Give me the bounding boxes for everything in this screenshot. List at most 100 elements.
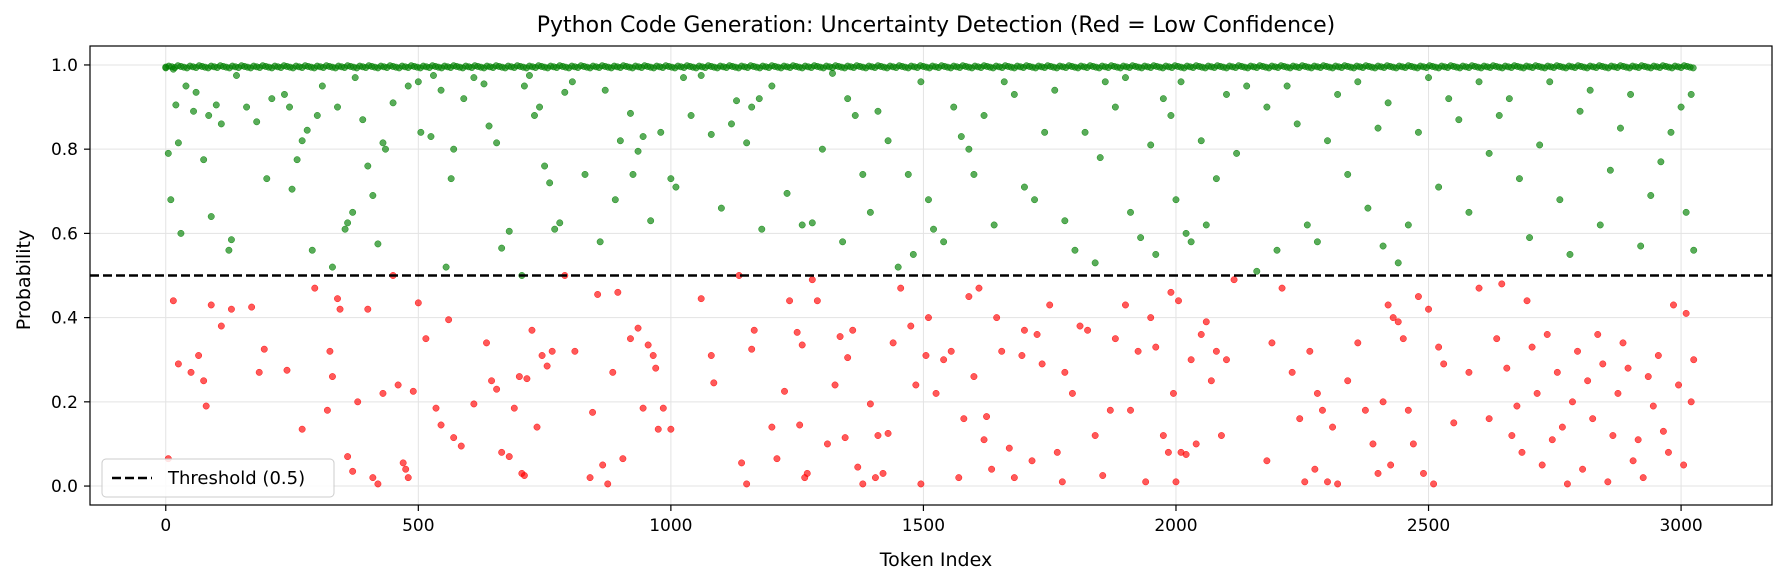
data-point: [311, 284, 319, 292]
data-point: [1586, 86, 1594, 94]
data-point: [505, 227, 513, 235]
data-point: [344, 219, 352, 227]
data-point: [1197, 331, 1205, 338]
data-point: [1175, 297, 1182, 305]
data-point: [268, 95, 276, 103]
data-point: [1324, 478, 1331, 486]
data-point: [1637, 242, 1645, 250]
data-point: [1233, 149, 1241, 157]
data-point: [437, 421, 445, 429]
data-point: [485, 122, 493, 130]
data-point: [1159, 95, 1167, 103]
data-point: [1212, 347, 1220, 355]
data-point: [1404, 221, 1412, 229]
data-point: [808, 219, 816, 227]
data-point: [1538, 461, 1546, 469]
data-point: [1268, 339, 1276, 347]
data-point: [248, 303, 256, 311]
data-point: [750, 326, 758, 334]
data-point: [182, 82, 190, 90]
data-point: [1041, 128, 1049, 136]
data-point: [1172, 196, 1180, 204]
data-point: [1172, 478, 1180, 486]
data-point: [1409, 440, 1417, 448]
data-point: [288, 185, 296, 193]
data-point: [932, 389, 940, 397]
data-point: [283, 366, 291, 374]
x-tick-label: 3000: [1659, 516, 1702, 536]
data-point: [1374, 469, 1382, 477]
data-point: [528, 326, 536, 334]
data-point: [1164, 448, 1172, 456]
data-point: [286, 103, 293, 111]
data-point: [1589, 415, 1597, 423]
data-point: [505, 453, 513, 461]
data-point: [1543, 331, 1551, 338]
data-point: [659, 404, 667, 412]
data-point: [614, 288, 622, 296]
data-point: [190, 107, 197, 115]
data-point: [604, 480, 612, 488]
legend: Threshold (0.5): [101, 458, 335, 498]
data-point: [561, 88, 569, 96]
data-point: [1675, 381, 1683, 389]
data-point: [313, 112, 321, 119]
data-point: [1503, 364, 1511, 372]
data-point: [1361, 406, 1369, 414]
data-point: [1689, 64, 1697, 72]
data-point: [1010, 90, 1018, 98]
data-point: [1207, 377, 1215, 385]
data-point: [1425, 305, 1432, 313]
data-point: [707, 352, 715, 359]
data-point: [1122, 301, 1129, 309]
data-point: [1435, 183, 1443, 191]
data-point: [460, 95, 468, 103]
data-point: [169, 65, 177, 73]
y-tick-label: 0.6: [51, 224, 78, 244]
data-point: [409, 387, 417, 395]
data-point: [841, 434, 849, 442]
data-point: [1202, 318, 1210, 326]
data-point: [402, 465, 410, 473]
data-point: [1159, 432, 1167, 439]
data-point: [1384, 301, 1392, 309]
data-point: [1313, 389, 1321, 397]
data-point: [654, 425, 662, 433]
data-point: [1465, 208, 1473, 216]
data-point: [1596, 221, 1604, 229]
data-point: [1485, 415, 1493, 423]
data-point: [1334, 90, 1342, 98]
data-point: [940, 356, 948, 364]
data-point: [207, 301, 215, 309]
data-point: [349, 208, 357, 216]
data-point: [1058, 478, 1066, 486]
data-point: [1430, 480, 1438, 488]
data-point: [1493, 335, 1501, 343]
data-point: [611, 196, 619, 204]
data-point: [1000, 78, 1008, 86]
data-point: [1296, 415, 1304, 423]
data-point: [1182, 451, 1190, 458]
data-point: [253, 118, 261, 126]
data-point: [909, 250, 917, 258]
data-point: [344, 453, 352, 461]
data-point: [1081, 128, 1089, 136]
x-axis-ticks: 0 500 1000 1500 2000 2500 3000: [160, 505, 1703, 536]
data-point: [1536, 141, 1544, 149]
data-point: [1558, 423, 1566, 431]
data-point: [710, 379, 718, 387]
x-tick-label: 500: [402, 516, 434, 536]
data-point: [445, 316, 453, 324]
data-point: [586, 474, 594, 482]
data-point: [839, 238, 847, 246]
data-point: [897, 284, 905, 292]
data-point: [1682, 309, 1690, 317]
data-point: [1018, 352, 1026, 359]
chart-title: Python Code Generation: Uncertainty Dete…: [537, 13, 1336, 38]
data-point: [192, 88, 200, 96]
data-point: [195, 352, 203, 359]
data-point: [993, 314, 1001, 322]
data-point: [859, 480, 867, 488]
data-point: [374, 240, 382, 248]
data-point: [298, 137, 306, 145]
